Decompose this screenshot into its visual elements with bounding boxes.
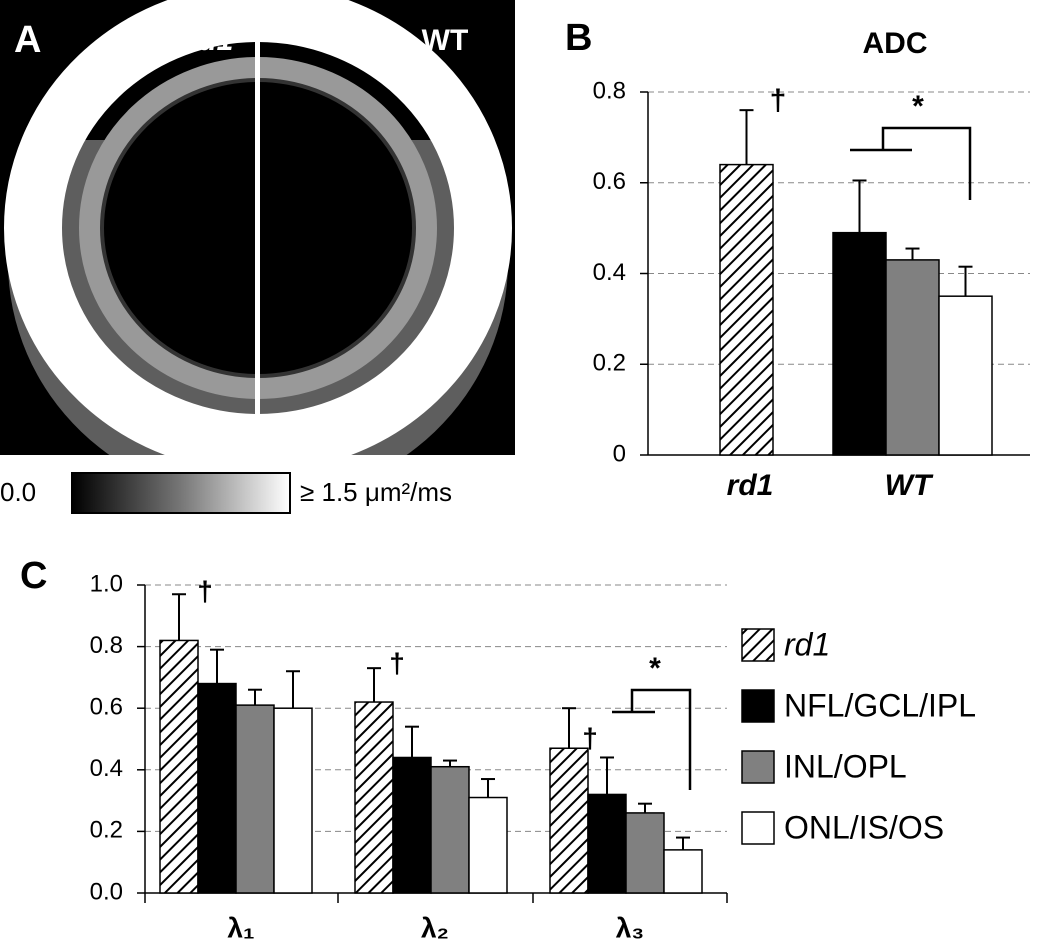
annotation: † [582,722,598,753]
x-tick-label: λ₃ [616,912,645,943]
bar [273,707,313,894]
annotation: † [770,84,787,117]
x-tick-label: λ₁ [227,912,254,943]
panel-label: B [565,17,592,59]
annotation: * [649,652,661,685]
legend-swatch [741,628,775,662]
bar [354,701,394,894]
panel-label: C [20,555,47,597]
colorbar [71,472,291,514]
y-tick-label: 0.2 [90,817,123,844]
legend-label: NFL/GCL/IPL [784,687,976,723]
bar [549,747,589,894]
annotation: † [389,647,405,678]
y-tick-label: 0.6 [90,694,123,721]
bar [885,259,940,456]
significance-bracket [630,688,692,790]
x-tick-label: rd1 [727,469,774,502]
legend-label: ONL/IS/OS [784,809,944,845]
bar [719,163,774,456]
bar [197,682,237,894]
bar [430,765,470,894]
legend-swatch [741,750,775,784]
y-tick-label: 1.0 [90,570,123,597]
panel-label: A [14,19,41,61]
y-tick-label: 0.4 [593,259,626,286]
bar [625,812,665,894]
bar [235,704,275,894]
y-tick-label: 0.4 [90,755,123,782]
y-tick-label: 0.0 [90,878,123,905]
colorbar-max: ≥ 1.5 μm²/ms [300,477,452,507]
annotation: † [197,575,213,606]
bar [587,793,627,894]
legend-swatch [741,811,775,845]
y-tick-label: 0 [613,440,626,467]
y-tick-label: 0.8 [90,632,123,659]
image-label: rd1 [187,24,234,57]
x-tick-label: WT [885,469,934,502]
image-label: WT [422,24,469,57]
significance-bracket [881,126,972,200]
chart-title: ADC [863,27,928,60]
y-tick-label: 0.6 [593,168,626,195]
y-tick-label: 0.2 [593,350,626,377]
y-tick-label: 0.8 [593,77,626,104]
x-tick-label: λ₂ [421,912,449,943]
bar [832,231,887,456]
bar [159,639,199,894]
legend-swatch [741,689,775,723]
annotation: * [912,90,924,123]
bar [938,295,993,456]
bar [392,756,432,894]
legend-label: rd1 [784,626,830,662]
bar [663,849,703,894]
colorbar-min: 0.0 [0,477,36,507]
mri-image [0,0,515,455]
legend-label: INL/OPL [784,748,907,784]
bar [468,796,508,894]
